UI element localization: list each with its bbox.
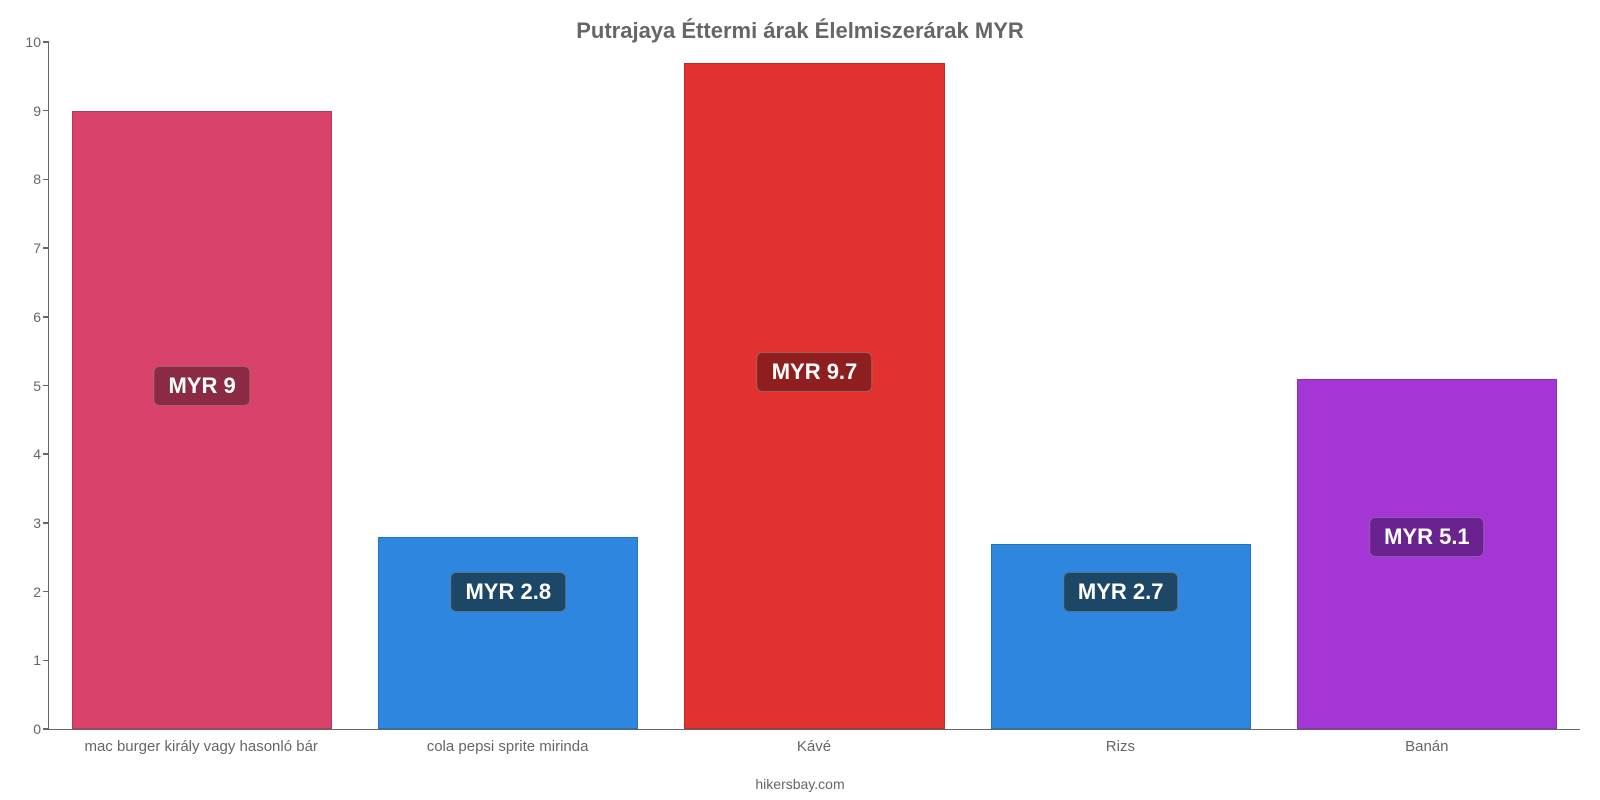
y-tick-mark	[43, 247, 49, 249]
plot-area: MYR 9MYR 2.8MYR 9.7MYR 2.7MYR 5.1 012345…	[48, 42, 1580, 730]
y-tick-label: 4	[11, 446, 41, 462]
y-tick-label: 1	[11, 652, 41, 668]
value-label: MYR 5.1	[1369, 517, 1485, 557]
price-bar-chart: Putrajaya Éttermi árak Élelmiszerárak MY…	[0, 0, 1600, 800]
y-tick-label: 10	[11, 34, 41, 50]
value-label: MYR 9	[153, 366, 250, 406]
y-tick-label: 6	[11, 309, 41, 325]
y-tick-mark	[43, 728, 49, 730]
bar-slot: MYR 2.7	[991, 42, 1251, 729]
value-label: MYR 9.7	[757, 352, 873, 392]
bar	[684, 63, 944, 729]
bars-layer: MYR 9 MYR 2.8 MYR 9.7 MYR 2.7 MYR 5.1	[49, 42, 1580, 729]
bar-slot: MYR 9	[72, 42, 332, 729]
bar-slot: MYR 9.7	[684, 42, 944, 729]
y-tick-label: 3	[11, 515, 41, 531]
y-tick-mark	[43, 316, 49, 318]
y-tick-mark	[43, 179, 49, 181]
y-tick-label: 9	[11, 103, 41, 119]
y-tick-mark	[43, 591, 49, 593]
x-axis-label: Rizs	[1106, 738, 1135, 755]
y-tick-mark	[43, 522, 49, 524]
y-tick-mark	[43, 41, 49, 43]
chart-title: Putrajaya Éttermi árak Élelmiszerárak MY…	[20, 18, 1580, 44]
y-tick-mark	[43, 453, 49, 455]
x-axis-label: cola pepsi sprite mirinda	[427, 738, 589, 755]
y-tick-label: 7	[11, 240, 41, 256]
bar	[378, 537, 638, 729]
value-label: MYR 2.7	[1063, 572, 1179, 612]
source-label: hikersbay.com	[0, 776, 1600, 792]
y-tick-label: 0	[11, 721, 41, 737]
bar-slot: MYR 5.1	[1297, 42, 1557, 729]
x-axis-label: mac burger király vagy hasonló bár	[84, 738, 317, 755]
x-axis-labels: mac burger király vagy hasonló bár cola p…	[48, 738, 1580, 768]
value-label: MYR 2.8	[450, 572, 566, 612]
y-tick-label: 8	[11, 171, 41, 187]
y-tick-mark	[43, 660, 49, 662]
bar-slot: MYR 2.8	[378, 42, 638, 729]
y-tick-mark	[43, 110, 49, 112]
y-tick-label: 2	[11, 584, 41, 600]
y-tick-mark	[43, 385, 49, 387]
bar	[72, 111, 332, 729]
x-axis-label: Banán	[1405, 738, 1448, 755]
x-axis-label: Kávé	[797, 738, 831, 755]
y-tick-label: 5	[11, 378, 41, 394]
